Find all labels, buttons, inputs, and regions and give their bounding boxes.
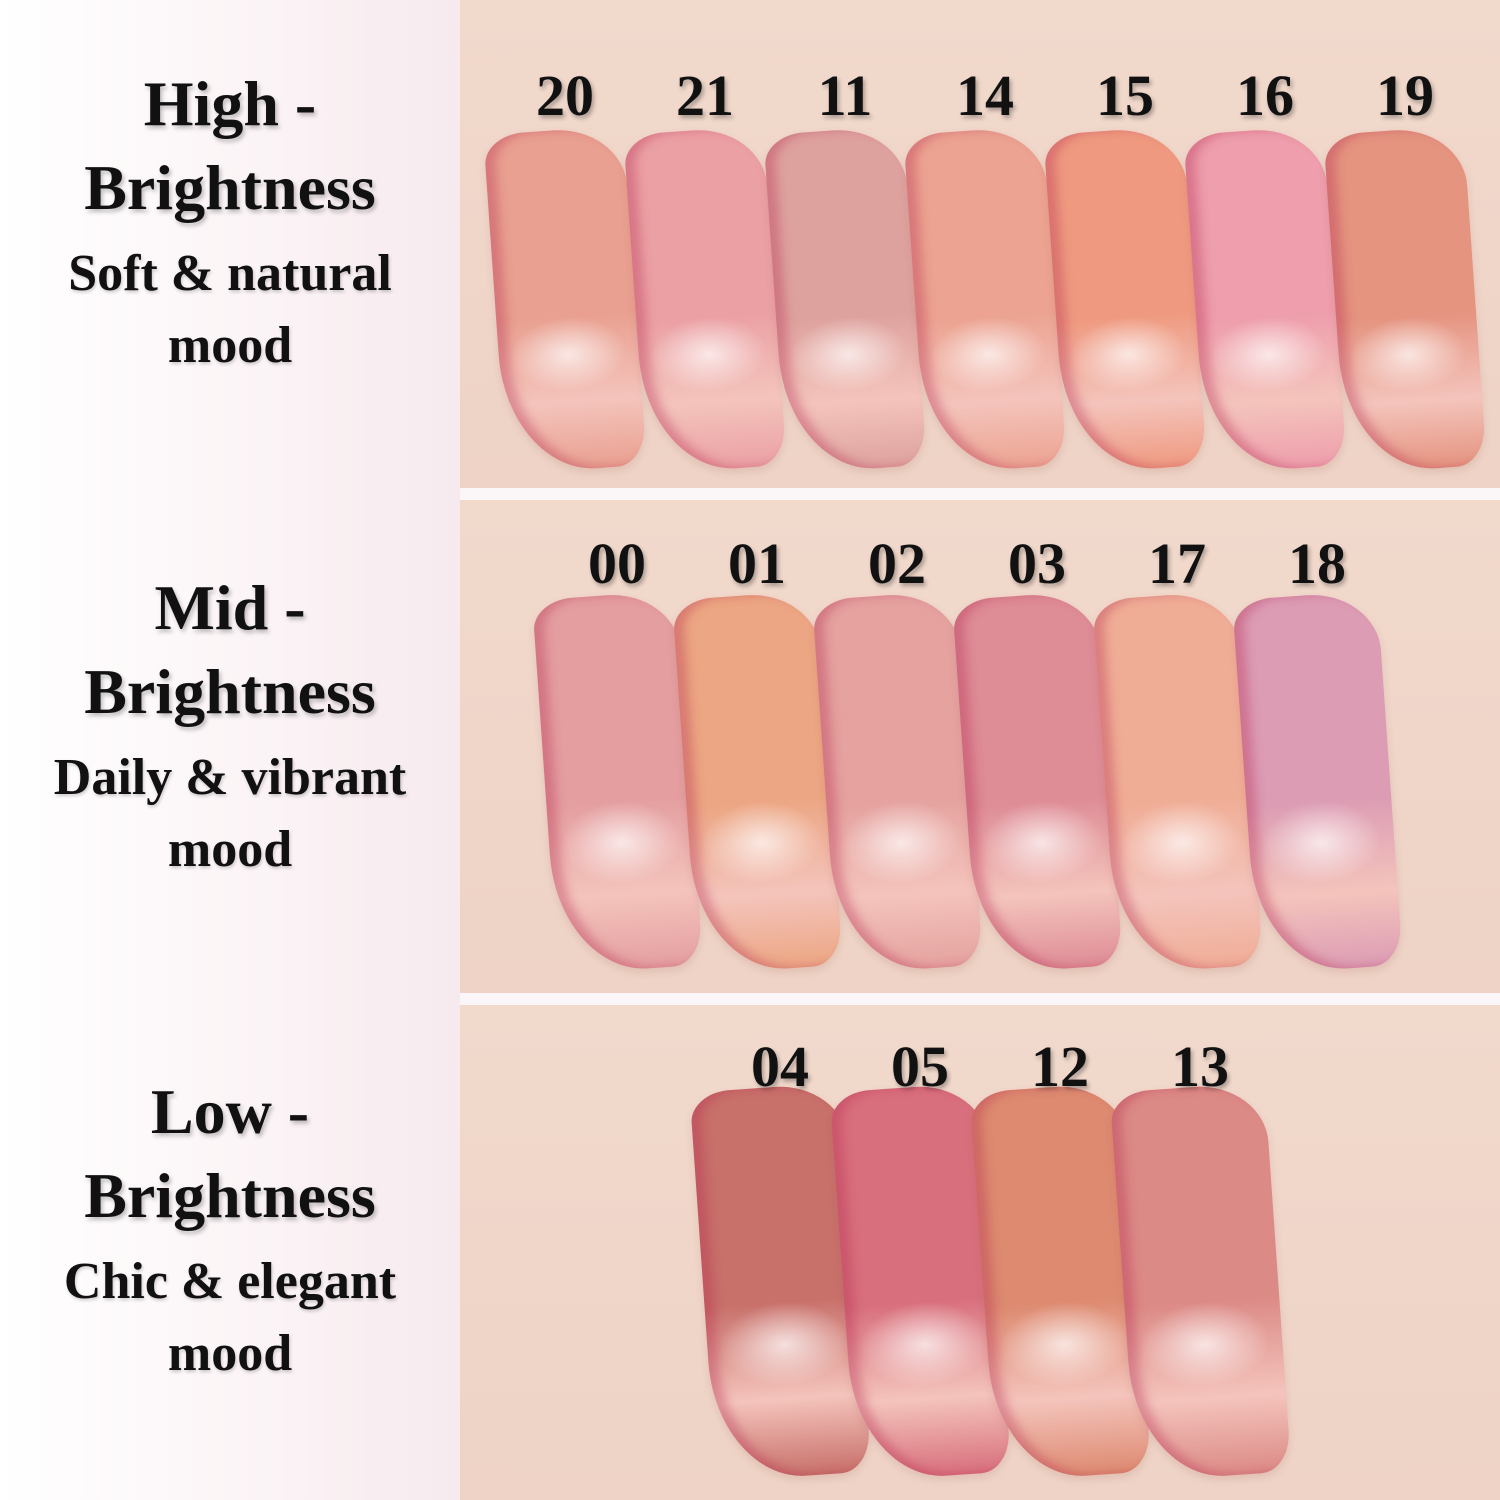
swatch-15 (1043, 125, 1207, 475)
swatch-11 (763, 125, 927, 475)
shade-number: 17 (1148, 531, 1206, 596)
swatch-19 (1323, 125, 1487, 475)
swatch-16 (1183, 125, 1347, 475)
group-label-low: Low - Brightness Chic & elegant mood (0, 1070, 460, 1390)
shade-number: 04 (751, 1034, 809, 1099)
group-title-line2: Brightness (84, 152, 376, 223)
shade-number: 12 (1031, 1034, 1089, 1099)
group-subtitle: Chic & elegant (63, 1253, 397, 1310)
shade-number: 15 (1096, 63, 1154, 128)
group-title-line2: Brightness (84, 656, 376, 727)
swatch-20 (483, 125, 647, 475)
group-label-mid: Mid - Brightness Daily & vibrant mood (0, 566, 460, 886)
swatch-panel-high: 20 21 11 14 15 16 19 (460, 0, 1500, 488)
label-column (0, 0, 460, 1500)
group-subtitle-line2: mood (167, 1325, 293, 1382)
group-subtitle: Daily & vibrant (53, 749, 407, 806)
shade-number: 02 (868, 531, 926, 596)
shade-number: 19 (1376, 63, 1434, 128)
group-subtitle-line2: mood (167, 821, 293, 878)
swatch-14 (903, 125, 1067, 475)
group-title: Low - (150, 1076, 310, 1147)
shade-number: 18 (1288, 531, 1346, 596)
swatch-panel-low: 04 05 12 13 (460, 1005, 1500, 1500)
shade-number: 14 (956, 63, 1014, 128)
group-label-high: High - Brightness Soft & natural mood (0, 62, 460, 382)
swatch-21 (623, 125, 787, 475)
shade-number: 01 (728, 531, 786, 596)
group-subtitle: Soft & natural (68, 245, 392, 302)
group-title: Mid - (154, 572, 306, 643)
shade-number: 05 (891, 1034, 949, 1099)
shade-number: 13 (1171, 1034, 1229, 1099)
group-subtitle-line2: mood (167, 317, 293, 374)
shade-number: 03 (1008, 531, 1066, 596)
group-title-line2: Brightness (84, 1160, 376, 1231)
group-title: High - (143, 68, 317, 139)
shade-number: 21 (676, 63, 734, 128)
shade-number: 20 (536, 63, 594, 128)
shade-number: 16 (1236, 63, 1294, 128)
shade-number: 00 (588, 531, 646, 596)
swatch-panel-mid: 00 01 02 03 17 18 (460, 500, 1500, 993)
shade-number: 11 (817, 63, 873, 128)
